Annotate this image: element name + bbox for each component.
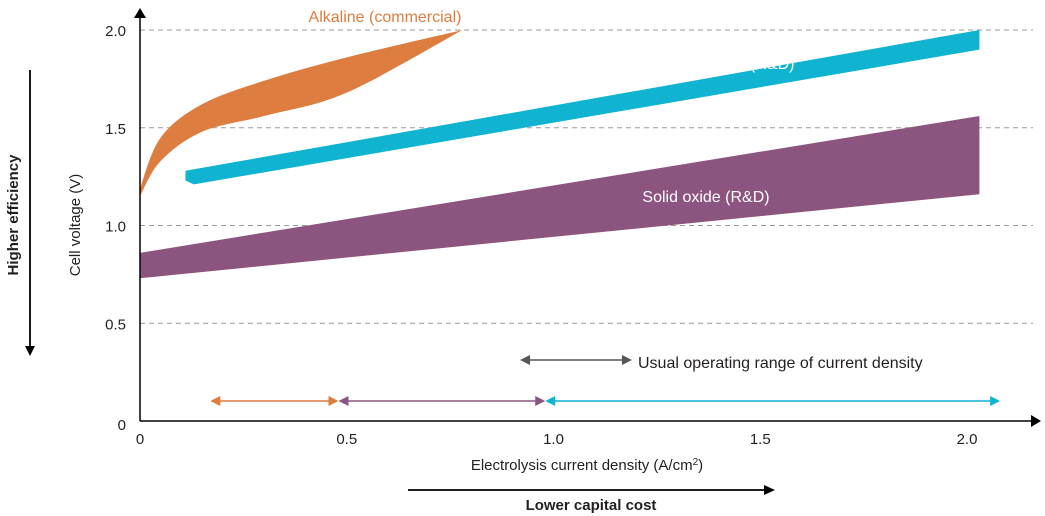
capital-cost-arrow-label: Lower capital cost [526, 497, 657, 514]
operating-range-left-head-1 [338, 396, 349, 406]
efficiency-arrowhead [25, 346, 35, 356]
x-tick-label-4: 2.0 [957, 431, 978, 448]
operating-range-left-head-0 [210, 396, 221, 406]
band-alkaline [140, 30, 463, 197]
y-tick-label-0: 0.5 [105, 316, 126, 333]
operating-range-right-head-2 [990, 396, 1001, 406]
band-solid-oxide [140, 116, 980, 279]
x-tick-label-3: 1.5 [750, 431, 771, 448]
operating-range-legend-left-head [520, 355, 530, 365]
y-axis-arrowhead [134, 8, 146, 18]
efficiency-arrow-label: Higher efficiency [5, 154, 22, 276]
operating-range-legend-label: Usual operating range of current density [638, 355, 923, 372]
capital-cost-arrowhead [764, 485, 775, 495]
y-tick-label-origin: 0 [118, 417, 126, 434]
gridlines [140, 29, 1033, 324]
y-tick-label-1: 1.0 [105, 219, 126, 236]
operating-range-right-head-1 [535, 396, 546, 406]
series-label-solid-oxide: Solid oxide (R&D) [642, 189, 769, 206]
tick-labels: 0 0.5 1.0 1.5 2.0 0.5 1.0 1.5 2.0 0 [105, 23, 977, 448]
band-labels: Alkaline (commercial) PEM (commercial) an… [309, 9, 795, 206]
operating-range-legend-right-head [622, 355, 632, 365]
series-label-alkaline: Alkaline (commercial) [309, 9, 462, 26]
x-tick-label-2: 1.0 [543, 431, 564, 448]
series-label-pem-line-1: advanced alkaline (R&D) [618, 56, 795, 73]
y-axis-title: Cell voltage (V) [67, 174, 84, 277]
operating-ranges [210, 396, 1001, 406]
operating-range-left-head-2 [545, 396, 556, 406]
y-tick-label-3: 2.0 [105, 23, 126, 40]
band-pem [185, 30, 980, 185]
series-label-pem-line-0: PEM (commercial) and [625, 39, 788, 56]
bands [140, 30, 980, 279]
x-axis-title-main: Electrolysis current density (A/cm [471, 457, 693, 474]
x-tick-label-1: 0.5 [336, 431, 357, 448]
operating-range-right-head-0 [328, 396, 339, 406]
x-tick-label-0: 0 [136, 431, 144, 448]
x-axis-title-close: ) [698, 457, 703, 474]
y-tick-label-2: 1.5 [105, 121, 126, 138]
x-axis-title-sup: 2 [693, 457, 699, 468]
x-axis-arrowhead [1031, 415, 1041, 427]
x-axis-title: Electrolysis current density (A/cm2) [471, 457, 703, 475]
